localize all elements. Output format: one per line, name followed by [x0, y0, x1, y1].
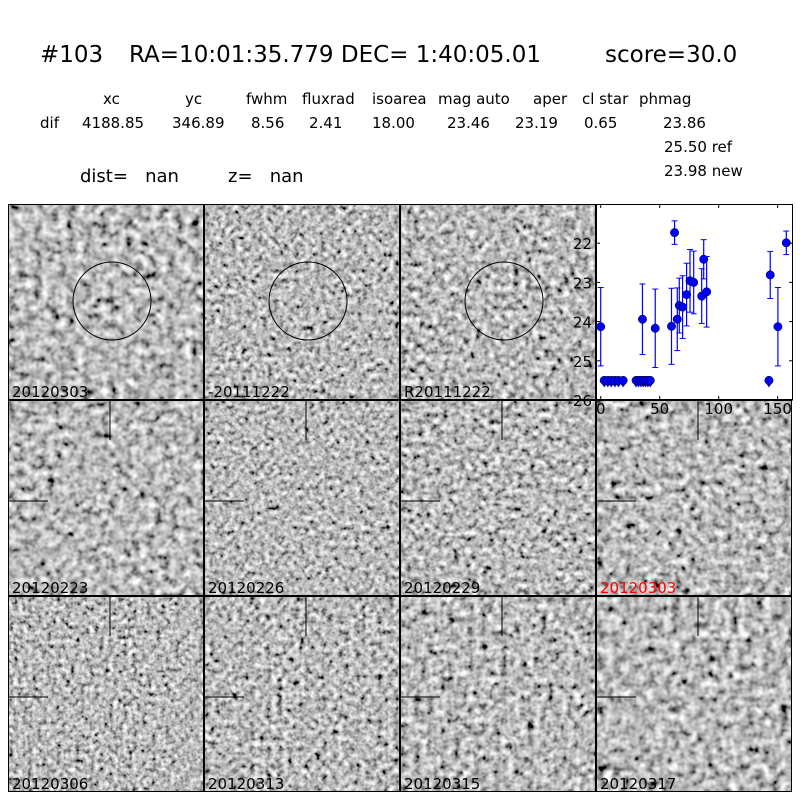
data-point	[596, 322, 606, 332]
upper-limit-point	[764, 375, 774, 385]
col-fwhm: fwhm	[246, 90, 288, 108]
stamp-image	[205, 205, 399, 399]
aperture-circle	[72, 261, 152, 341]
stamp-date-label: 20120315	[404, 775, 481, 792]
data-point	[672, 314, 682, 324]
dist-value: dist= nan	[80, 166, 179, 187]
data-point	[689, 277, 699, 287]
stamp-image	[205, 597, 399, 791]
image-stamp[interactable]: 20120306	[8, 596, 204, 792]
x-tick-label: 0	[596, 400, 606, 418]
col-phmag: phmag	[639, 90, 692, 108]
image-stamp[interactable]: 20120303	[8, 204, 204, 400]
col-fluxrad: fluxrad	[302, 90, 355, 108]
stamp-date-label: 20120313	[208, 775, 285, 792]
light-curve-plot: 0 50 100 150 22 23 24 25 26	[573, 204, 793, 418]
stamp-date-label: R20111222	[404, 383, 491, 400]
stamp-date-label: 20120317	[600, 775, 677, 792]
stamp-date-label: 20120303	[12, 383, 89, 400]
val-aper: 23.19	[515, 114, 558, 132]
stamp-image	[597, 597, 791, 791]
data-point	[702, 287, 712, 297]
candidate-score: score=30.0	[605, 42, 738, 68]
x-tick-label: 150	[763, 400, 792, 418]
image-stamp[interactable]: 20120226	[204, 400, 400, 596]
plot-frame	[596, 204, 793, 400]
image-stamp[interactable]: 20120303	[596, 400, 792, 596]
data-point	[667, 321, 676, 331]
image-stamp[interactable]: 20120317	[596, 596, 792, 792]
upper-limit-point	[645, 375, 655, 385]
data-point	[678, 302, 688, 312]
stamp-image	[205, 401, 399, 595]
stamp-date-label: -20111222	[208, 383, 290, 400]
col-yc: yc	[185, 90, 203, 108]
stamp-image	[401, 205, 595, 399]
z-value: z= nan	[228, 166, 304, 187]
col-clstar: cl star	[582, 90, 629, 108]
y-tick-label: 23	[573, 274, 592, 292]
data-point	[670, 228, 680, 238]
stamp-date-label: 20120226	[208, 579, 285, 596]
val-xc: 4188.85	[82, 114, 145, 132]
image-stamp[interactable]: 20120229	[400, 400, 596, 596]
candidate-coords: RA=10:01:35.779 DEC= 1:40:05.01	[129, 42, 542, 68]
ref-mag: 25.50 ref	[664, 138, 733, 156]
image-stamp[interactable]: -20111222	[204, 204, 400, 400]
val-fwhm: 8.56	[251, 114, 285, 132]
x-tick-label: 50	[650, 400, 669, 418]
col-xc: xc	[103, 90, 120, 108]
stamp-image	[9, 597, 203, 791]
y-tick-label: 26	[573, 392, 592, 410]
stamp-image	[401, 401, 595, 595]
stamp-date-label: 20120306	[12, 775, 89, 792]
new-mag: 23.98 new	[664, 162, 743, 180]
aperture-circle	[268, 261, 348, 341]
stamp-date-label: 20120223	[12, 579, 89, 596]
upper-limit-point	[618, 375, 628, 385]
stamp-date-label: 20120303	[600, 579, 677, 596]
val-phmag: 23.86	[663, 114, 706, 132]
image-stamp[interactable]: 20120313	[204, 596, 400, 792]
stamp-image	[9, 401, 203, 595]
val-isoarea: 18.00	[372, 114, 415, 132]
stamp-image	[401, 597, 595, 791]
data-point	[650, 323, 660, 333]
stamp-image	[9, 205, 203, 399]
y-tick-label: 22	[573, 235, 592, 253]
candidate-id: #103	[40, 42, 104, 68]
val-fluxrad: 2.41	[309, 114, 343, 132]
y-tick-label: 24	[573, 314, 592, 332]
aperture-circle	[464, 261, 544, 341]
image-stamp[interactable]: 20120223	[8, 400, 204, 596]
data-point	[765, 270, 775, 280]
val-clstar: 0.65	[584, 114, 618, 132]
col-isoarea: isoarea	[372, 90, 427, 108]
val-magauto: 23.46	[447, 114, 490, 132]
row-label: dif	[40, 114, 59, 132]
data-point	[638, 314, 647, 324]
data-point	[699, 254, 709, 264]
y-tick-label: 25	[573, 353, 592, 371]
stamp-image	[597, 401, 791, 595]
data-point	[682, 290, 692, 300]
col-magauto: mag auto	[438, 90, 510, 108]
data-point	[773, 322, 783, 332]
image-stamp[interactable]: 20120315	[400, 596, 596, 792]
x-tick-label: 100	[704, 400, 733, 418]
col-aper: aper	[533, 90, 568, 108]
val-yc: 346.89	[172, 114, 225, 132]
stamp-date-label: 20120229	[404, 579, 481, 596]
image-stamp[interactable]: R20111222	[400, 204, 596, 400]
